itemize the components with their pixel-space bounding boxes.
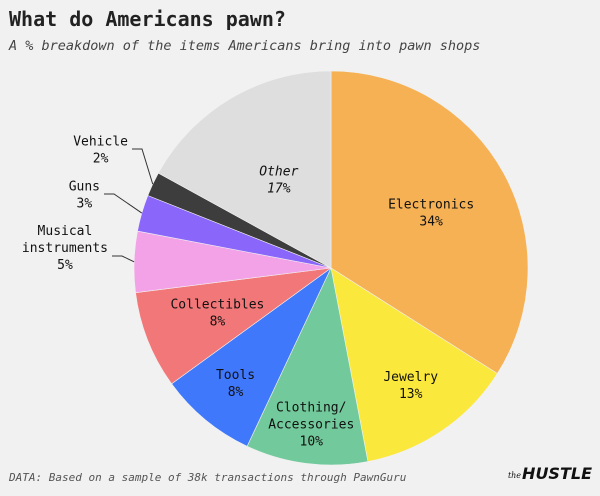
the-hustle-logo: theHUSTLE (508, 466, 592, 482)
slice-label-jewelry: Jewelry 13% (383, 370, 438, 402)
leader-line-vehicle (132, 148, 154, 185)
pie-slice-other (157, 70, 332, 269)
slice-label-guns: Guns 3% (69, 180, 100, 212)
slice-label-clothing-accessories: Clothing/Accessories 10% (268, 400, 354, 449)
pie-slice-collectibles (135, 267, 332, 385)
pie-slice-clothing-accessories (246, 267, 369, 466)
pie-slice-electronics (330, 70, 529, 374)
logo-wordmark: HUSTLE (522, 464, 592, 483)
pie-slice-tools (171, 267, 332, 447)
chart-subtitle: A % breakdown of the items Americans bri… (9, 38, 481, 54)
slice-label-other: Other 17% (259, 164, 298, 196)
slice-label-collectibles: Collectibles 8% (170, 297, 264, 329)
leader-line-guns (104, 193, 143, 214)
logo-prefix: the (507, 471, 522, 480)
slice-label-vehicle: Vehicle 2% (73, 135, 128, 167)
slice-label-electronics: Electronics 34% (388, 197, 474, 229)
pie-slice-jewelry (330, 267, 498, 462)
chart-title: What do Americans pawn? (9, 7, 286, 31)
slice-label-musical-instruments: Musical instruments 5% (22, 224, 108, 273)
data-source-note: DATA: Based on a sample of 38k transacti… (9, 471, 407, 484)
leader-line-musical-instruments (112, 255, 135, 263)
slice-label-tools: Tools 8% (216, 368, 255, 400)
